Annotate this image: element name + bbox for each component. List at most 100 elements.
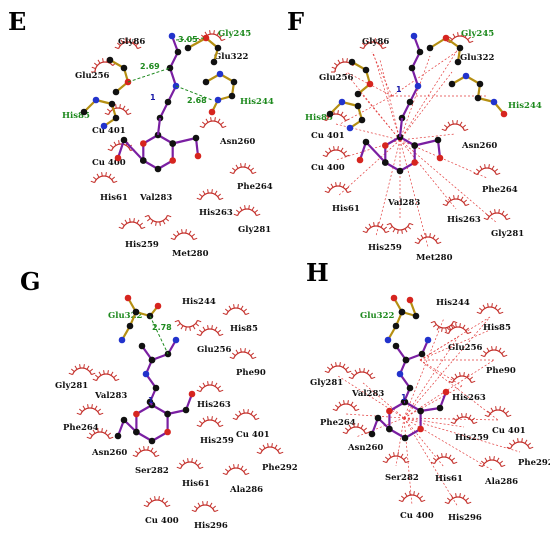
contact-line: [399, 139, 498, 224]
carbon-atom: [326, 110, 334, 118]
ligand-label: 1: [396, 85, 402, 94]
contact-arc: [143, 496, 171, 508]
oxygen-atom: [436, 154, 444, 162]
contact-line: [403, 417, 493, 471]
contact-line: [399, 55, 431, 141]
carbon-atom: [456, 44, 464, 52]
carbon-atom: [120, 416, 128, 424]
carbon-atom: [140, 157, 147, 164]
bond: [187, 37, 207, 49]
oxygen-atom: [124, 294, 132, 302]
carbon-atom: [80, 108, 88, 116]
panel-e-label: E: [8, 7, 26, 36]
contact-arc: [386, 222, 414, 234]
contact-line: [375, 139, 401, 237]
contact-arc: [196, 325, 224, 337]
contact-arc: [233, 205, 261, 217]
contact-arc: [176, 458, 204, 470]
nitrogen-atom: [142, 370, 150, 378]
carbon-atom: [362, 138, 370, 146]
residue-label: Phe292: [262, 463, 298, 473]
contact-line: [419, 336, 459, 361]
carbon-atom: [382, 159, 389, 166]
panel-g-label: G: [20, 267, 41, 296]
contact-line: [399, 133, 456, 141]
contact-arc: [199, 117, 227, 129]
contact-arc: [478, 456, 506, 468]
carbon-atom: [112, 88, 120, 96]
distance-label: 2.69: [140, 62, 160, 71]
carbon-atom: [120, 136, 128, 144]
carbon-atom: [411, 142, 419, 149]
carbon-atom: [406, 98, 414, 106]
contact-arc: [86, 428, 114, 440]
bond: [365, 141, 387, 164]
carbon-atom: [192, 134, 200, 142]
residue-label: His259: [455, 433, 489, 443]
residue-label: Phe264: [482, 185, 518, 195]
residue-label: Cu 401: [492, 426, 526, 436]
contact-line: [403, 417, 445, 468]
nitrogen-atom: [346, 124, 354, 132]
carbon-atom: [230, 78, 238, 86]
contact-arc: [342, 423, 370, 435]
residue-label: Cu 400: [400, 511, 434, 521]
bond: [123, 139, 145, 162]
nitrogen-atom: [214, 96, 222, 104]
carbon-atom: [417, 407, 424, 415]
contact-arc: [441, 120, 469, 132]
hbond-residue-label: Gly245: [218, 29, 251, 39]
contact-arc: [324, 182, 352, 194]
bond: [156, 117, 162, 136]
carbon-atom: [406, 384, 414, 392]
hbond-residue-label: His244: [240, 97, 274, 107]
contact-line: [403, 317, 445, 419]
contact-line: [371, 51, 393, 97]
contact-line: [391, 47, 463, 97]
hbond-line: [175, 85, 213, 101]
contact-arc: [442, 195, 470, 207]
hbond-residue-label: His244: [508, 101, 542, 111]
residue-label: Ser282: [135, 466, 169, 476]
contact-arc: [229, 163, 257, 175]
residue-label: Ser282: [385, 473, 419, 483]
oxygen-atom: [386, 407, 393, 415]
carbon-atom: [392, 342, 400, 350]
nitrogen-atom: [338, 98, 346, 106]
nitrogen-atom: [384, 336, 392, 344]
residue-label: Gly281: [55, 381, 88, 391]
contact-arc: [446, 32, 474, 44]
contact-arc: [196, 416, 224, 428]
carbon-atom: [112, 114, 120, 122]
residue-label: Cu 400: [145, 516, 179, 526]
contact-arc: [132, 446, 160, 458]
panel-e: E Gly86 Glu322 Glu256 Cu 401 Asn260 Cu 400 Phe…: [8, 7, 274, 259]
carbon-atom: [358, 116, 366, 124]
contact-line: [372, 51, 401, 141]
residue-label: Glu322: [460, 53, 494, 63]
residue-label: Cu 401: [236, 430, 270, 440]
carbon-atom: [401, 434, 409, 442]
carbon-atom: [106, 56, 114, 64]
residue-label: His263: [197, 400, 231, 410]
panel-f: F Gly86 Glu322 Glu256 Cu 401 Asn260 Cu 400 Phe…: [287, 7, 542, 263]
residue-label: Glu256: [197, 345, 231, 355]
contact-line: [419, 329, 491, 361]
contact-arc: [484, 406, 512, 418]
nitrogen-atom: [100, 122, 108, 130]
contact-arc: [232, 409, 260, 421]
carbon-atom: [148, 437, 156, 445]
oxygen-atom: [194, 152, 202, 160]
nitrogen-atom: [168, 32, 176, 40]
contact-arc: [382, 452, 410, 464]
oxygen-atom: [114, 154, 122, 162]
hbond-residue-label: Gly245: [461, 29, 494, 39]
carbon-atom: [354, 102, 362, 110]
contact-line: [335, 123, 401, 141]
residue-label: Phe292: [518, 458, 550, 468]
nitrogen-atom: [92, 96, 100, 104]
contact-arc: [191, 501, 219, 513]
nitrogen-atom: [216, 70, 224, 78]
